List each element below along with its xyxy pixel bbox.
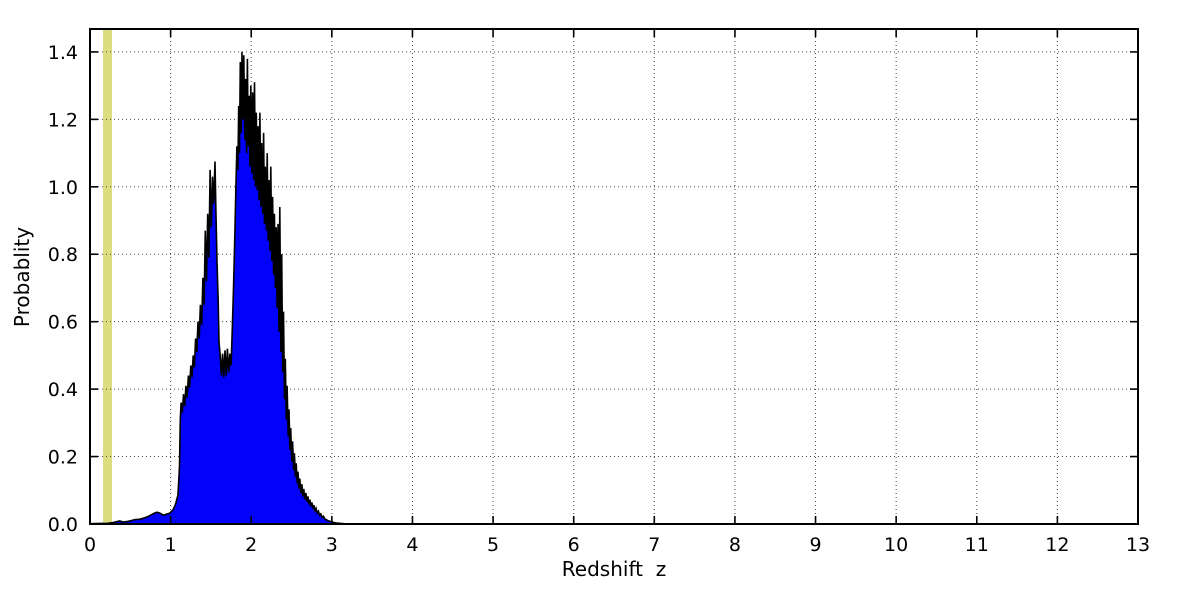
photoz-pdf-curve: [89, 51, 349, 525]
x-tick-label: 12: [1045, 534, 1069, 556]
x-tick-label: 6: [568, 534, 580, 556]
x-tick-label: 8: [729, 534, 741, 556]
y-tick-label: 0.8: [48, 244, 78, 266]
y-tick-label: 0.2: [48, 447, 78, 469]
y-tick-label: 1.4: [48, 42, 78, 64]
x-tick-label: 2: [245, 534, 257, 556]
x-tick-label: 3: [326, 534, 338, 556]
y-tick-label: 0.4: [48, 379, 78, 401]
x-axis-label: Redshift z: [561, 557, 667, 581]
y-tick-label: 1.2: [48, 109, 78, 131]
x-tick-label: 5: [487, 534, 499, 556]
y-tick-label: 0.6: [48, 312, 78, 334]
y-tick-label: 0.0: [48, 514, 78, 536]
x-tick-label: 13: [1126, 534, 1150, 556]
plot-frame: [89, 28, 1139, 525]
y-axis-label: Probablity: [10, 226, 34, 328]
x-tick-label: 4: [406, 534, 418, 556]
y-tick-label: 1.0: [48, 177, 78, 199]
x-tick-label: 9: [809, 534, 821, 556]
x-tick-label: 7: [648, 534, 660, 556]
spec-z-band: [102, 30, 113, 523]
x-tick-label: 0: [84, 534, 96, 556]
x-tick-label: 10: [884, 534, 908, 556]
x-tick-label: 1: [165, 534, 177, 556]
x-tick-label: 11: [965, 534, 989, 556]
